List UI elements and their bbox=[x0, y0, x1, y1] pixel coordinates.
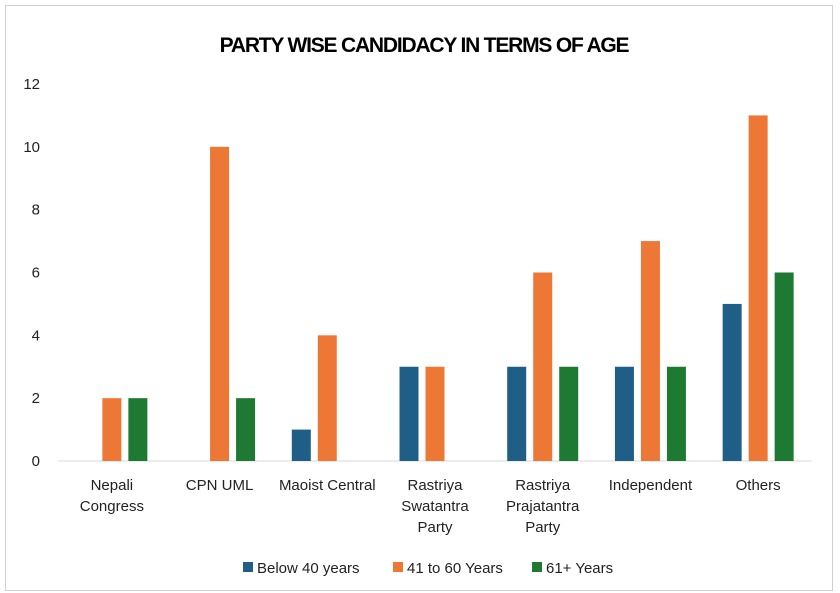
x-category-label: Rastriya bbox=[407, 477, 463, 494]
legend-label: Below 40 years bbox=[257, 560, 360, 577]
bar bbox=[507, 366, 527, 461]
bar bbox=[614, 366, 634, 461]
chart-title: PARTY WISE CANDIDACY IN TERMS OF AGE bbox=[220, 34, 630, 57]
y-tick-label: 8 bbox=[32, 202, 40, 219]
y-tick-label: 10 bbox=[23, 139, 40, 156]
bar bbox=[748, 115, 768, 462]
legend-swatch bbox=[243, 562, 253, 572]
x-category-label: Prajatantra bbox=[506, 498, 580, 515]
y-tick-label: 4 bbox=[32, 327, 40, 344]
bar bbox=[559, 366, 579, 461]
y-tick-label: 2 bbox=[32, 390, 40, 407]
bar bbox=[399, 366, 419, 461]
x-category-label: CPN UML bbox=[186, 477, 254, 494]
x-category-label: Swatantra bbox=[401, 498, 469, 515]
bar bbox=[128, 398, 148, 461]
y-axis-ticks: 0 2 4 6 8 10 12 bbox=[23, 76, 40, 470]
bars-group bbox=[102, 115, 794, 462]
x-category-label: Party bbox=[417, 519, 453, 536]
bar bbox=[666, 366, 686, 461]
legend-swatch bbox=[532, 562, 542, 572]
legend-label: 61+ Years bbox=[546, 560, 613, 577]
y-tick-label: 6 bbox=[32, 265, 40, 282]
x-category-label: Independent bbox=[609, 477, 693, 494]
bar bbox=[210, 146, 230, 461]
bar bbox=[102, 398, 122, 461]
legend: Below 40 years 41 to 60 Years 61+ Years bbox=[243, 560, 613, 577]
bar bbox=[640, 241, 660, 461]
x-axis-categories: Nepali Congress CPN UML Maoist Central Rastr… bbox=[80, 477, 781, 536]
y-tick-label: 12 bbox=[23, 76, 40, 93]
x-category-label: Party bbox=[525, 519, 561, 536]
bar bbox=[291, 429, 311, 461]
bar bbox=[425, 366, 445, 461]
legend-swatch bbox=[393, 562, 403, 572]
x-category-label: Nepali bbox=[91, 477, 134, 494]
legend-label: 41 to 60 Years bbox=[407, 560, 503, 577]
x-category-label: Maoist Central bbox=[279, 477, 376, 494]
x-category-label: Others bbox=[736, 477, 781, 494]
x-category-label: Rastriya bbox=[515, 477, 571, 494]
chart-frame bbox=[5, 5, 833, 591]
x-category-label: Congress bbox=[80, 498, 144, 515]
bar bbox=[774, 272, 794, 461]
bar bbox=[722, 303, 742, 461]
bar bbox=[317, 335, 337, 461]
bar bbox=[236, 398, 256, 461]
y-tick-label: 0 bbox=[32, 453, 40, 470]
bar bbox=[533, 272, 553, 461]
